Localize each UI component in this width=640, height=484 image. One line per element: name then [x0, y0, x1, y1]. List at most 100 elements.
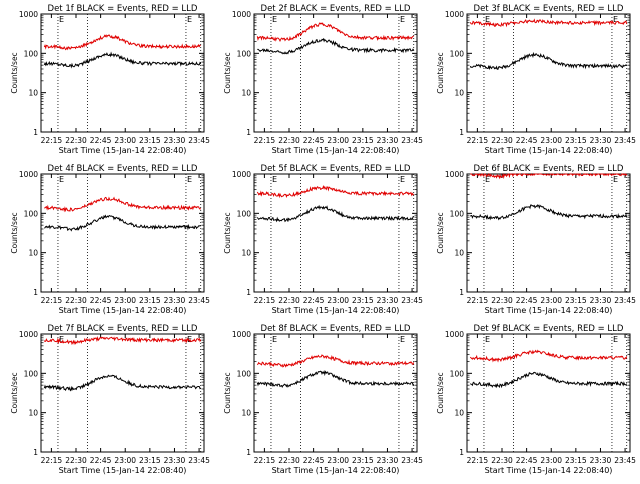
- y-tick-label: 10: [241, 409, 251, 418]
- marker-label: E: [613, 175, 618, 184]
- x-tick-label: 22:15: [467, 456, 489, 465]
- x-tick-label: 22:30: [278, 296, 300, 305]
- x-tick-label: 23:30: [164, 136, 186, 145]
- x-axis-label: Start Time (15-Jan-14 22:08:40): [59, 306, 187, 315]
- x-tick-label: 23:00: [540, 296, 562, 305]
- x-tick-label: 22:45: [90, 456, 112, 465]
- marker-label: E: [187, 335, 192, 344]
- lld-series-line: [44, 196, 202, 213]
- x-tick-label: 23:45: [401, 136, 423, 145]
- plot-frame: [466, 333, 631, 453]
- y-tick-label: 100: [24, 209, 39, 218]
- x-tick-label: 23:15: [139, 136, 161, 145]
- lld-series-line: [469, 349, 628, 363]
- lld-series-line: [256, 185, 415, 199]
- x-tick-label: 23:00: [114, 456, 136, 465]
- events-series-line: [469, 204, 628, 221]
- x-tick-label: 23:45: [401, 296, 423, 305]
- x-axis-label: Start Time (15-Jan-14 22:08:40): [59, 146, 187, 155]
- x-tick-label: 23:15: [565, 296, 587, 305]
- events-series-line: [256, 204, 414, 223]
- x-tick-label: 22:15: [467, 136, 489, 145]
- y-axis-label: Counts/sec: [436, 372, 445, 413]
- plot-frame: [253, 333, 418, 453]
- chart-title: Det 6f BLACK = Events, RED = LLD: [474, 164, 624, 174]
- y-tick-label: 10: [454, 89, 464, 98]
- chart-title: Det 2f BLACK = Events, RED = LLD: [261, 4, 411, 14]
- y-tick-label: 1000: [445, 170, 464, 179]
- events-series-line: [469, 51, 628, 71]
- marker-label: E: [613, 15, 618, 24]
- chart-title: Det 3f BLACK = Events, RED = LLD: [474, 4, 624, 14]
- x-tick-label: 22:45: [303, 456, 325, 465]
- marker-label: E: [187, 15, 192, 24]
- lld-series-line: [256, 354, 415, 368]
- x-tick-label: 22:45: [516, 296, 538, 305]
- x-tick-label: 23:00: [327, 296, 349, 305]
- x-tick-label: 22:15: [467, 296, 489, 305]
- marker-label: E: [485, 335, 490, 344]
- x-tick-label: 23:15: [565, 456, 587, 465]
- x-tick-label: 23:45: [188, 296, 210, 305]
- x-tick-label: 22:30: [65, 296, 87, 305]
- x-tick-label: 23:30: [590, 456, 612, 465]
- x-tick-label: 22:45: [303, 136, 325, 145]
- marker-label: E: [485, 15, 490, 24]
- x-tick-label: 23:15: [352, 456, 374, 465]
- marker-label: E: [272, 335, 277, 344]
- x-tick-label: 23:30: [590, 296, 612, 305]
- events-series-line: [43, 374, 202, 392]
- y-tick-label: 1: [459, 128, 464, 137]
- x-axis-label: Start Time (15-Jan-14 22:08:40): [485, 146, 613, 155]
- x-tick-label: 22:15: [254, 136, 276, 145]
- y-tick-label: 1000: [445, 330, 464, 339]
- y-tick-label: 1: [459, 448, 464, 457]
- plot-frame: [40, 13, 205, 133]
- x-tick-label: 23:00: [327, 456, 349, 465]
- y-tick-label: 1000: [19, 10, 38, 19]
- y-axis-label: Counts/sec: [436, 52, 445, 93]
- marker-label: E: [272, 175, 277, 184]
- lld-series-line: [469, 18, 628, 28]
- x-tick-label: 22:45: [516, 136, 538, 145]
- plot-frame: [253, 13, 418, 133]
- y-axis-label: Counts/sec: [10, 212, 19, 253]
- x-tick-label: 23:30: [164, 456, 186, 465]
- lld-series-line: [43, 34, 201, 51]
- x-axis-label: Start Time (15-Jan-14 22:08:40): [485, 466, 613, 475]
- y-axis-label: Counts/sec: [436, 212, 445, 253]
- y-tick-label: 100: [237, 49, 252, 58]
- chart-title: Det 4f BLACK = Events, RED = LLD: [48, 164, 198, 174]
- y-tick-label: 1000: [232, 10, 251, 19]
- x-tick-label: 23:45: [614, 456, 636, 465]
- x-tick-label: 22:15: [41, 456, 63, 465]
- y-tick-label: 1000: [445, 10, 464, 19]
- marker-label: E: [400, 335, 405, 344]
- x-axis-label: Start Time (15-Jan-14 22:08:40): [485, 306, 613, 315]
- y-tick-label: 100: [450, 49, 465, 58]
- y-axis-label: Counts/sec: [223, 52, 232, 93]
- y-tick-label: 1000: [19, 330, 38, 339]
- marker-label: E: [400, 175, 405, 184]
- x-tick-label: 23:15: [352, 296, 374, 305]
- y-tick-label: 100: [237, 369, 252, 378]
- plot-frame: [466, 173, 631, 293]
- y-tick-label: 100: [24, 49, 39, 58]
- x-tick-label: 22:30: [65, 456, 87, 465]
- chart-title: Det 8f BLACK = Events, RED = LLD: [261, 324, 411, 334]
- y-tick-label: 1000: [19, 170, 38, 179]
- marker-label: E: [272, 15, 277, 24]
- y-tick-label: 10: [241, 89, 251, 98]
- plot-frame: [253, 173, 418, 293]
- y-axis-label: Counts/sec: [223, 372, 232, 413]
- events-series-line: [469, 371, 628, 389]
- x-tick-label: 23:15: [139, 456, 161, 465]
- y-tick-label: 1: [33, 448, 38, 457]
- x-tick-label: 23:15: [565, 136, 587, 145]
- events-series-line: [256, 369, 415, 388]
